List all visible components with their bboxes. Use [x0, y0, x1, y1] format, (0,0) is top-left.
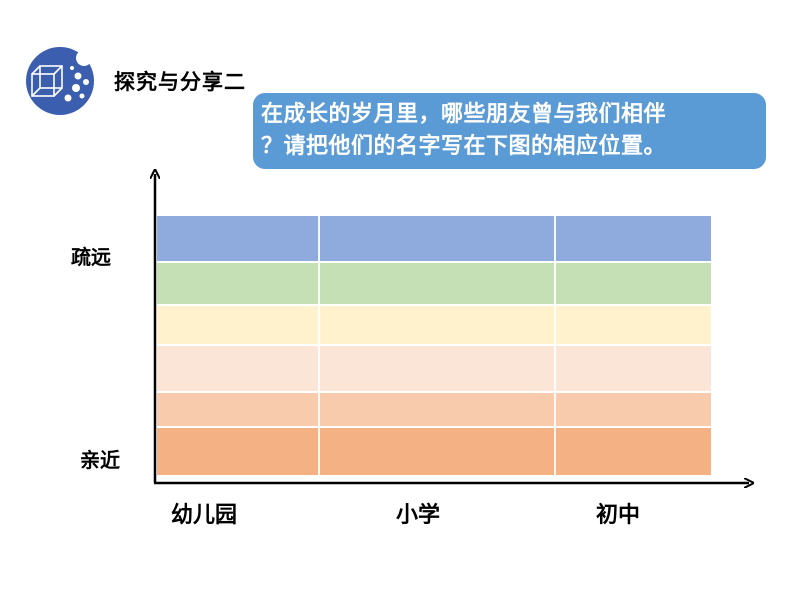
- band-separator: [157, 426, 711, 428]
- prompt-line-2: ？请把他们的名字写在下图的相应位置。: [261, 134, 667, 159]
- band-level-5: [157, 392, 711, 427]
- band-level-6: [157, 427, 711, 475]
- section-title: 探究与分享二: [114, 70, 246, 94]
- band-level-3: [157, 305, 711, 345]
- column-divider-2: [554, 216, 556, 475]
- band-separator: [157, 391, 711, 393]
- band-level-2: [157, 262, 711, 305]
- x-label-junior-high: 初中: [595, 503, 641, 528]
- cube-dots-icon: [26, 47, 94, 115]
- band-separator: [157, 304, 711, 306]
- band-level-4: [157, 345, 711, 392]
- y-label-close: 亲近: [80, 448, 120, 472]
- column-divider-1: [318, 216, 320, 475]
- band-level-1: [157, 216, 711, 262]
- y-label-distant: 疏远: [71, 245, 111, 269]
- x-label-primary: 小学: [395, 503, 441, 528]
- band-separator: [157, 344, 711, 346]
- x-label-kindergarten: 幼儿园: [170, 503, 238, 528]
- prompt-line-1: 在成长的岁月里，哪些朋友曾与我们相伴: [261, 102, 667, 127]
- prompt-box: 在成长的岁月里，哪些朋友曾与我们相伴 ？请把他们的名字写在下图的相应位置。: [253, 93, 766, 169]
- band-separator: [157, 261, 711, 263]
